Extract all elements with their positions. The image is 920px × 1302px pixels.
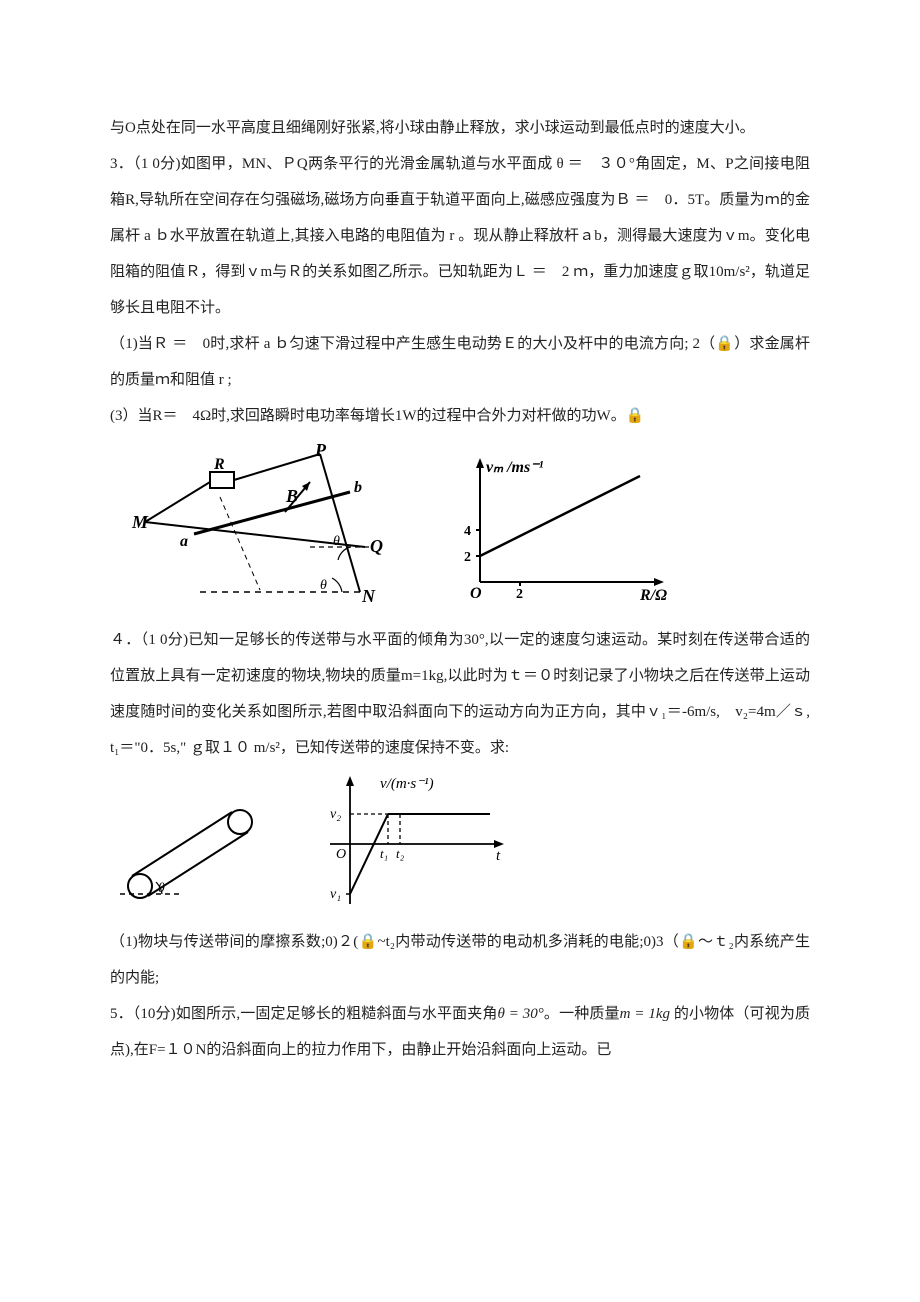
label-R: R [213,456,225,473]
label-theta2: θ [320,578,327,593]
label-a: a [180,533,188,550]
q3-part1: （1)当Ｒ ＝ 0时,求杆 a ｂ匀速下滑过程中产生感生电动势Ｅ的大小及杆中的电… [110,326,810,398]
vt-ylabel: v/(m·s⁻¹) [380,776,434,792]
q3-lead: 3．（1 0分)如图甲，MN、ＰQ两条平行的光滑金属轨道与水平面成 θ ＝ ３０… [110,146,810,326]
q3-part3: (3）当R＝ 4Ω时,求回路瞬时电功率每增长1W的过程中合外力对杆做的功W。🔒 [110,398,810,434]
q4-figure-vt: v/(m·s⁻¹) t O v₂ v₁ t₁ t₂ [300,774,520,914]
graph-ytick-4: 4 [464,524,471,539]
q4-figures: θ v/(m·s⁻¹) t O v₂ v₁ t₁ t₂ [110,774,810,914]
label-P: P [314,442,327,460]
q4-lead: ４．（1 0分)已知一足够长的传送带与水平面的倾角为30°,以一定的速度匀速运动… [110,622,810,766]
label-b: b [354,479,362,496]
q4-figure-belt: θ [110,794,280,914]
label-M: M [131,512,149,532]
vt-t1: t₁ [380,846,388,861]
q4-parts: （1)物块与传送带间的摩擦系数;0)２(🔒~t₂内带动传送带的电动机多消耗的电能… [110,924,810,996]
vt-xlabel: t [496,848,501,864]
q5-formula-m: m = 1kg [620,1006,670,1022]
label-B: B [285,486,298,506]
vt-t2: t₂ [396,846,405,861]
label-Q: Q [370,536,383,556]
q5-lead-a: 5．（10分)如图所示,一固定足够长的粗糙斜面与水平面夹角 [110,1006,498,1022]
q5-lead: 5．（10分)如图所示,一固定足够长的粗糙斜面与水平面夹角θ = 30°。一种质… [110,996,810,1068]
q3-figures: M P N Q R B a b θ θ vₘ /ms⁻¹ R/Ω O 2 4 2 [110,442,810,612]
graph-ytick-2: 2 [464,550,471,565]
vt-origin: O [336,847,346,862]
label-N: N [361,586,376,606]
q3-figure-rail: M P N Q R B a b θ θ [110,442,410,612]
belt-theta: θ [158,881,165,896]
q3-figure-graph: vₘ /ms⁻¹ R/Ω O 2 4 2 [440,452,680,612]
vt-v1: v₁ [330,887,341,902]
graph-ylabel: vₘ /ms⁻¹ [486,459,544,476]
q5-formula-theta: θ = 30° [498,1006,544,1022]
q5-lead-b: 。一种质量 [544,1006,620,1022]
graph-xlabel: R/Ω [639,587,667,604]
label-theta1: θ [333,534,340,549]
graph-origin: O [470,585,482,602]
prev-page-continuation: 与O点处在同一水平高度且细绳刚好张紧,将小球由静止释放，求小球运动到最低点时的速… [110,110,810,146]
vt-v2: v₂ [330,807,341,822]
graph-xtick-2: 2 [516,587,523,602]
